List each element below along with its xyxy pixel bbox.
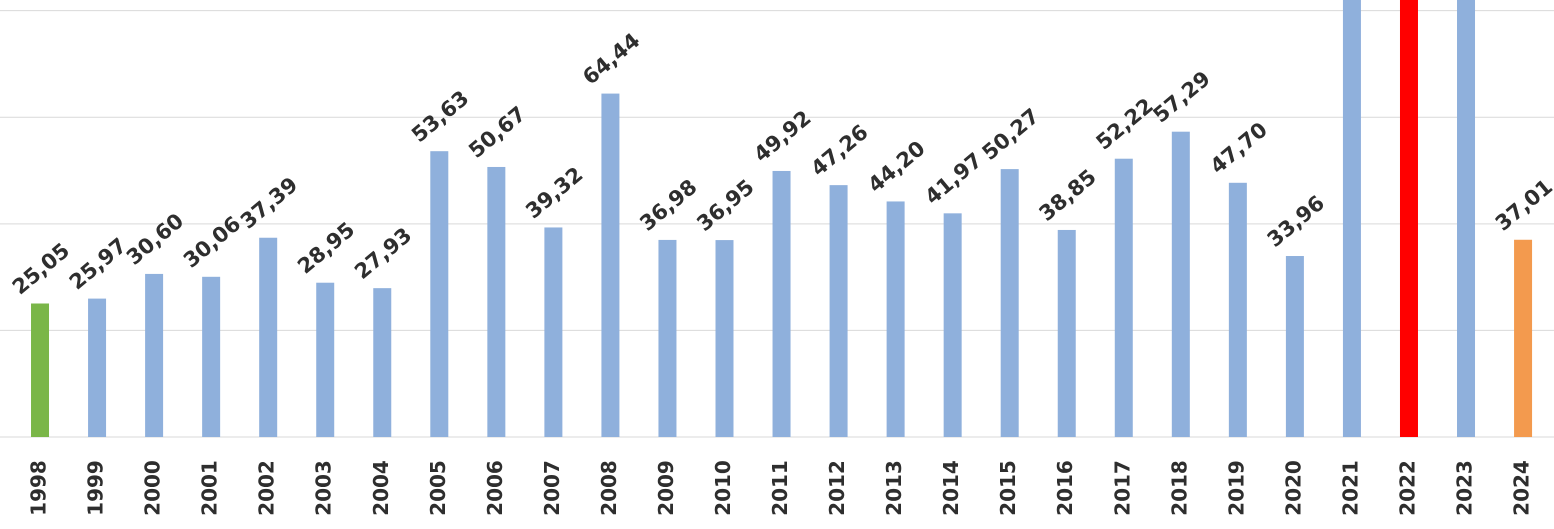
x-tick-label: 2024 xyxy=(1510,460,1534,516)
bar xyxy=(601,93,620,437)
x-tick-label: 2012 xyxy=(825,460,849,516)
data-label: 25,05 xyxy=(8,238,74,299)
x-tick-label: 2017 xyxy=(1110,460,1134,516)
data-label: 37,39 xyxy=(236,172,302,233)
x-tick-label: 2004 xyxy=(369,460,393,516)
bar xyxy=(1171,131,1190,437)
data-label: 50,27 xyxy=(977,104,1043,165)
bar xyxy=(31,303,50,437)
bar xyxy=(1114,158,1133,437)
x-tick-label: 2008 xyxy=(597,460,621,516)
bar xyxy=(88,298,107,437)
bar xyxy=(202,276,221,437)
bar xyxy=(1057,229,1076,437)
x-tick-label: 1999 xyxy=(84,460,108,516)
x-tick-label: 2014 xyxy=(939,460,963,516)
data-label: 28,95 xyxy=(293,217,359,278)
data-label: 27,93 xyxy=(350,223,416,284)
data-label: 47,70 xyxy=(1206,118,1272,179)
data-label: 33,96 xyxy=(1263,191,1329,252)
data-label: 30,06 xyxy=(179,212,245,273)
bar xyxy=(943,213,962,437)
x-tick-label: 2023 xyxy=(1453,460,1477,516)
x-tick-label: 1998 xyxy=(27,460,51,516)
bar xyxy=(487,166,506,437)
data-label: 44,20 xyxy=(863,136,929,197)
data-label: 49,92 xyxy=(749,106,815,167)
bar xyxy=(658,239,677,437)
data-label: 37,01 xyxy=(1491,175,1554,236)
bar xyxy=(772,170,791,437)
x-tick-label: 2020 xyxy=(1281,460,1305,516)
x-tick-label: 2003 xyxy=(312,460,336,516)
x-tick-label: 2005 xyxy=(426,460,450,516)
data-label: 52,22 xyxy=(1092,93,1158,154)
bar xyxy=(316,282,335,437)
x-tick-label: 2011 xyxy=(768,460,792,516)
bar xyxy=(1514,239,1533,437)
bar xyxy=(145,273,164,437)
data-label: 47,26 xyxy=(806,120,872,181)
bar xyxy=(1000,169,1019,437)
bar xyxy=(544,227,563,437)
x-tick-label: 2009 xyxy=(654,460,678,516)
data-label: 36,98 xyxy=(635,175,701,236)
x-tick-label: 2015 xyxy=(996,460,1020,516)
x-tick-label: 2016 xyxy=(1053,460,1077,516)
data-label: 50,67 xyxy=(464,102,530,163)
data-label: 53,63 xyxy=(407,86,473,147)
bar xyxy=(259,237,278,437)
x-tick-label: 2007 xyxy=(540,460,564,516)
bar xyxy=(829,185,848,437)
bar xyxy=(1285,256,1304,437)
data-label: 41,97 xyxy=(920,148,986,209)
x-tick-label: 2006 xyxy=(483,460,507,516)
x-tick-label: 2019 xyxy=(1224,460,1248,516)
x-tick-label: 2000 xyxy=(141,460,165,516)
x-tick-label: 2022 xyxy=(1395,460,1419,516)
x-tick-label: 2002 xyxy=(255,460,279,516)
x-tick-label: 2001 xyxy=(198,460,222,516)
bar xyxy=(373,288,392,437)
data-label: 25,97 xyxy=(65,233,131,294)
bar xyxy=(1228,182,1247,437)
bar xyxy=(715,240,734,437)
bar xyxy=(1342,0,1361,437)
x-tick-label: 2018 xyxy=(1167,460,1191,516)
data-label: 36,95 xyxy=(692,175,758,236)
data-label: 57,29 xyxy=(1149,66,1215,127)
data-label: 30,60 xyxy=(122,209,188,270)
data-label: 64,44 xyxy=(578,28,644,89)
bar xyxy=(1457,0,1476,437)
data-label: 39,32 xyxy=(521,162,587,223)
x-tick-label: 2013 xyxy=(882,460,906,516)
x-tick-label: 2010 xyxy=(711,460,735,516)
bar xyxy=(1399,0,1418,437)
data-label: 38,85 xyxy=(1035,165,1101,226)
bar xyxy=(886,201,905,437)
bar xyxy=(430,151,449,437)
x-tick-label: 2021 xyxy=(1338,460,1362,516)
